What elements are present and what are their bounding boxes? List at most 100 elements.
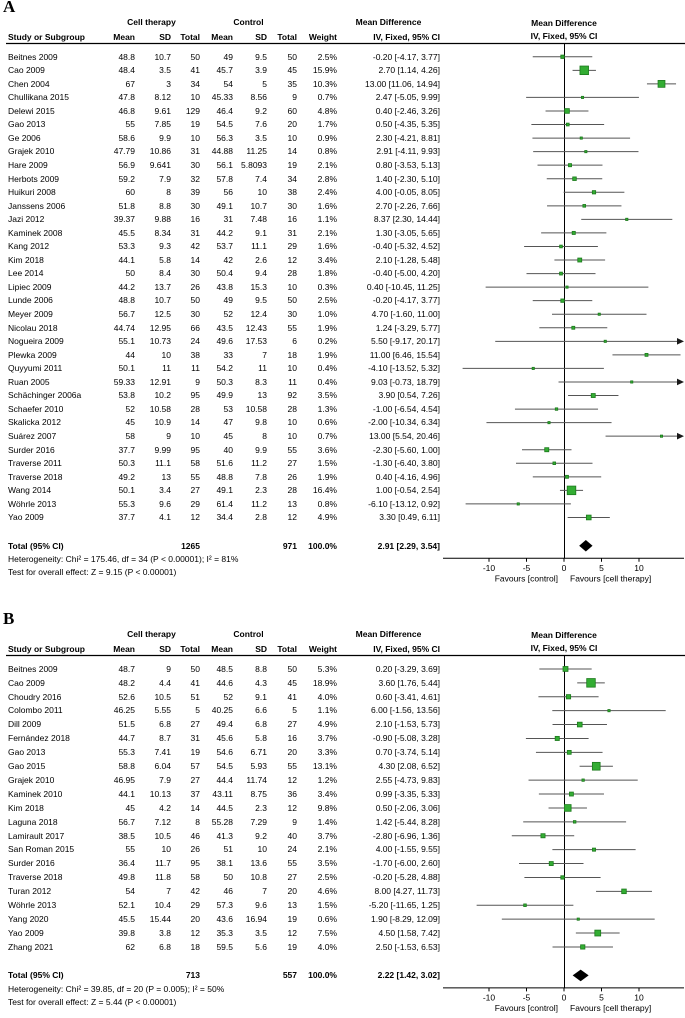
cell-ci: 1.40 [-2.30, 5.10] (375, 173, 440, 184)
cell-weight: 0.6% (317, 417, 337, 428)
cell-n2: 31 (287, 227, 297, 238)
cell-sd1: 3.8 (159, 927, 171, 938)
cell-sd1: 3 (166, 78, 171, 89)
cell-study: Meyer 2009 (8, 309, 53, 320)
forest-panel-a: A Cell therapy Control Mean Difference Stud… (3, 0, 685, 583)
cell-n1: 26 (190, 281, 200, 292)
cell-n2: 12 (287, 927, 297, 938)
total-n1: 713 (185, 970, 200, 981)
cell-mean1: 53.3 (118, 241, 135, 252)
cell-sd1: 10.5 (154, 691, 171, 702)
cell-mean1: 50.1 (118, 485, 135, 496)
cell-sd2: 11.25 (246, 146, 267, 157)
cell-sd1: 10.13 (149, 788, 171, 799)
cell-n1: 14 (190, 254, 200, 265)
plot-header-mean-difference: Mean Difference (531, 18, 597, 28)
col-header-n1: Total (180, 644, 200, 654)
cell-mean2: 54.5 (216, 119, 233, 130)
effect-marker (566, 485, 577, 496)
cell-n2: 60 (287, 105, 297, 116)
cell-ci: 2.30 [-4.21, 8.81] (375, 132, 440, 143)
cell-mean1: 45 (125, 417, 135, 428)
arrow-right-clip-icon (677, 338, 684, 345)
cell-sd1: 4.4 (159, 677, 171, 688)
group-header-control: Control (233, 17, 264, 27)
cell-sd1: 10.86 (149, 146, 171, 157)
effect-marker (591, 190, 597, 195)
cell-mean2: 50 (223, 872, 233, 883)
cell-sd2: 10.58 (245, 403, 267, 414)
cell-n2: 28 (287, 485, 297, 496)
cell-n2: 9 (292, 816, 297, 827)
cell-ci: 2.91 [-4.11, 9.93] (376, 146, 440, 157)
cell-sd1: 10.7 (154, 51, 171, 62)
cell-mean2: 35.3 (216, 927, 233, 938)
cell-weight: 1.9% (317, 471, 337, 482)
cell-weight: 2.1% (317, 844, 337, 855)
cell-n2: 55 (287, 444, 297, 455)
cell-study: Kim 2018 (8, 254, 44, 265)
cell-n2: 45 (287, 677, 297, 688)
cell-ci: 1.24 [-3.29, 5.77] (375, 322, 440, 333)
cell-weight: 3.6% (317, 444, 337, 455)
cell-ci: -2.80 [-6.96, 1.36] (372, 830, 440, 841)
cell-ci: 9.03 [-0.73, 18.79] (371, 376, 440, 387)
cell-weight: 18.9% (312, 677, 337, 688)
effect-marker (597, 312, 601, 316)
cell-sd2: 2.6 (255, 254, 267, 265)
cell-ci: 2.47 [-5.05, 9.99] (375, 92, 440, 103)
cell-weight: 2.5% (317, 872, 337, 883)
cell-n2: 27 (287, 458, 297, 469)
cell-sd2: 7 (262, 886, 267, 897)
cell-sd2: 9.1 (255, 227, 267, 238)
cell-mean2: 56.3 (216, 132, 233, 143)
cell-mean1: 44.2 (118, 281, 135, 292)
cell-ci: -0.20 [-4.17, 3.77] (372, 51, 440, 62)
cell-ci: 0.50 [-2.06, 3.06] (375, 802, 440, 813)
cell-mean1: 48.7 (118, 663, 135, 674)
cell-n2: 18 (287, 349, 297, 360)
effect-marker (552, 461, 556, 465)
cell-sd2: 8.75 (250, 788, 267, 799)
cell-mean1: 38.5 (118, 830, 135, 841)
cell-sd2: 5 (262, 78, 267, 89)
cell-mean2: 48.8 (216, 471, 233, 482)
cell-n1: 24 (190, 336, 200, 347)
cell-ci: 1.90 [-8.29, 12.09] (371, 913, 440, 924)
cell-n2: 35 (287, 78, 297, 89)
cell-sd1: 7.41 (154, 747, 171, 758)
cell-weight: 15.9% (312, 65, 337, 76)
cell-n1: 38 (190, 349, 200, 360)
effect-marker (590, 393, 596, 398)
cell-ci: 2.10 [-1.28, 5.48] (375, 254, 440, 265)
cell-mean1: 44.1 (118, 254, 135, 265)
cell-n1: 26 (190, 844, 200, 855)
cell-n2: 36 (287, 788, 297, 799)
cell-n2: 20 (287, 747, 297, 758)
cell-mean1: 50.1 (118, 363, 135, 374)
cell-mean1: 48.2 (118, 677, 135, 688)
cell-n1: 50 (190, 663, 200, 674)
cell-n2: 9 (292, 92, 297, 103)
cell-mean1: 56.7 (118, 816, 135, 827)
effect-marker (625, 217, 629, 221)
cell-n2: 34 (287, 173, 297, 184)
cell-weight: 2.5% (317, 51, 337, 62)
cell-n1: 50 (190, 51, 200, 62)
cell-weight: 9.8% (317, 802, 337, 813)
cell-n2: 55 (287, 858, 297, 869)
cell-sd1: 8.34 (154, 227, 171, 238)
cell-sd2: 11 (258, 363, 267, 374)
effect-marker (516, 502, 520, 506)
cell-mean2: 44.5 (216, 802, 233, 813)
cell-n2: 10 (287, 417, 297, 428)
cell-study: Beitnes 2009 (8, 663, 58, 674)
cell-n2: 19 (287, 941, 297, 952)
cell-n1: 66 (190, 322, 200, 333)
cell-sd2: 12.4 (250, 309, 267, 320)
total-label: Total (95% CI) (8, 970, 64, 981)
cell-study: Hare 2009 (8, 159, 48, 170)
cell-ci: -0.90 [-5.08, 3.28] (372, 733, 440, 744)
cell-study: Surder 2016 (8, 858, 55, 869)
cell-n1: 39 (190, 187, 200, 198)
